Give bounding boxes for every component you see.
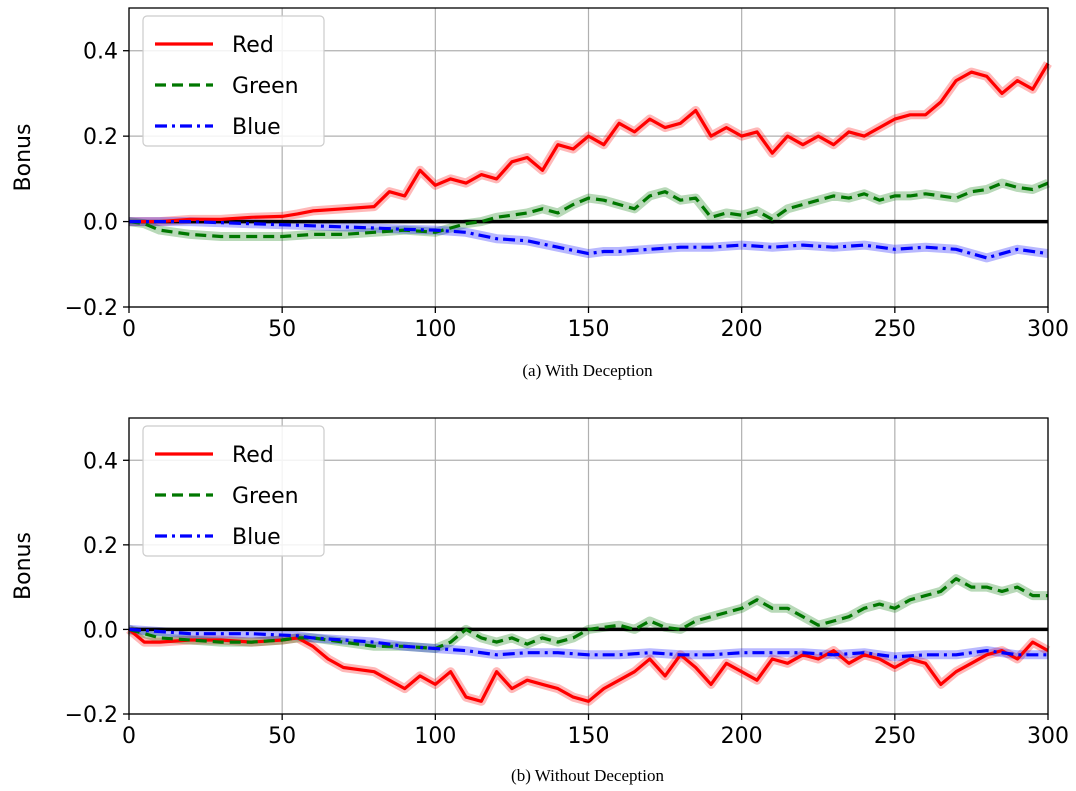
x-tick-label: 100 — [414, 317, 456, 342]
panel-with-deception: 0 50 100 150 200 250 300 −0.2 0.0 0.2 0.4 Bonus Red G… — [11, 7, 1069, 380]
legend-label-red: Red — [232, 443, 274, 468]
legend: Red Green Blue — [142, 15, 325, 147]
legend-label-blue: Blue — [232, 525, 281, 550]
series-line-red — [129, 62, 1050, 224]
legend-label-blue: Blue — [232, 115, 281, 140]
y-axis-label: Bonus — [11, 532, 36, 600]
panel-without-deception: 0 50 100 150 200 250 300 −0.2 0.0 0.2 0.4 Bonus Red G… — [11, 417, 1069, 785]
x-tick-label: 300 — [1027, 317, 1069, 342]
x-tick-label: 200 — [721, 724, 763, 749]
legend: Red Green Blue — [142, 425, 325, 557]
y-axis-label: Bonus — [11, 124, 36, 192]
y-tick-label: 0.2 — [83, 534, 118, 559]
y-tick-label: 0.2 — [83, 125, 118, 150]
y-tick-label: 0.4 — [83, 449, 118, 474]
series-line-red — [127, 628, 1049, 703]
legend-label-green: Green — [232, 484, 299, 509]
panel-caption: (b) Without Deception — [511, 766, 664, 785]
y-tick-label: −0.2 — [65, 703, 118, 728]
x-tick-label: 150 — [568, 317, 610, 342]
x-tick-label: 100 — [414, 724, 456, 749]
x-tick-label: 150 — [568, 724, 610, 749]
x-tick-label: 0 — [122, 724, 136, 749]
y-tick-label: 0.0 — [83, 211, 118, 236]
panel-caption: (a) With Deception — [522, 361, 653, 380]
y-tick-label: 0.4 — [83, 40, 118, 65]
x-tick-label: 300 — [1027, 724, 1069, 749]
legend-label-red: Red — [232, 33, 274, 58]
x-tick-label: 0 — [122, 317, 136, 342]
series-line-green — [128, 181, 1049, 239]
legend-box — [142, 425, 325, 557]
series-line-green — [128, 577, 1048, 651]
legend-box — [142, 15, 325, 147]
y-tick-label: 0.0 — [83, 618, 118, 643]
x-tick-label: 200 — [721, 317, 763, 342]
x-tick-label: 250 — [874, 317, 916, 342]
x-tick-label: 50 — [268, 724, 296, 749]
x-tick-label: 250 — [874, 724, 916, 749]
y-tick-label: −0.2 — [65, 296, 118, 321]
x-tick-label: 50 — [268, 317, 296, 342]
series-line-blue — [129, 220, 1049, 260]
series-line-blue — [128, 627, 1048, 659]
legend-label-green: Green — [232, 74, 299, 99]
